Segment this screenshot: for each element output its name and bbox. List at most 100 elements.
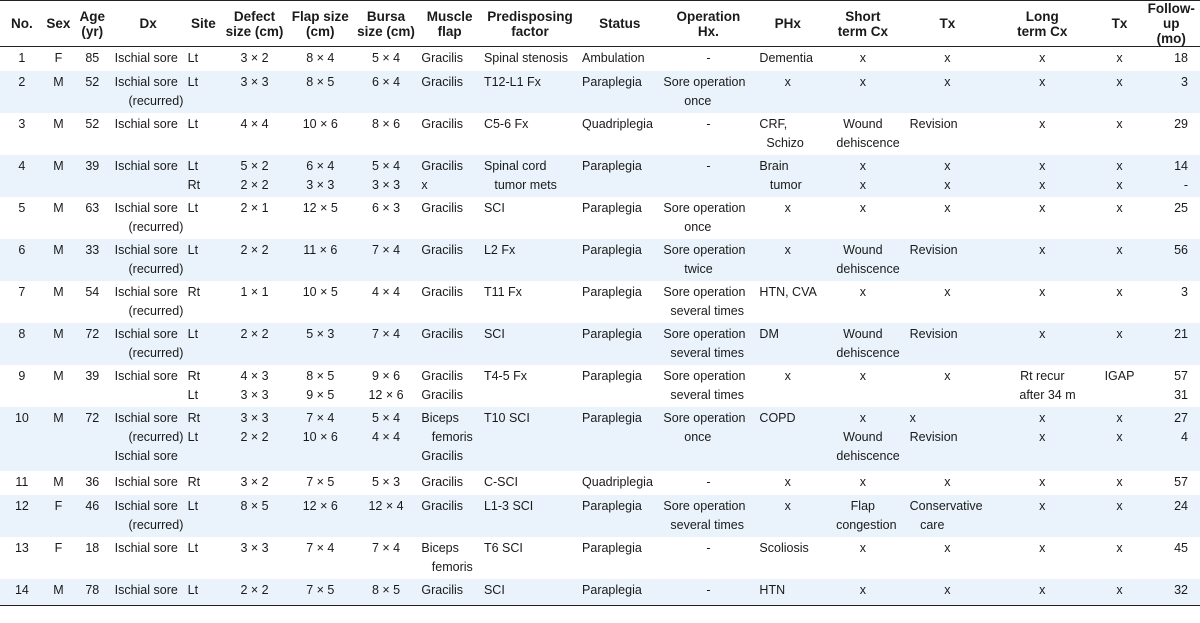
cell-status: Paraplegia xyxy=(579,364,661,407)
cell-site: Rt Lt xyxy=(184,364,223,407)
cell-opHx: - xyxy=(660,470,757,495)
cell-followup: 57 31 xyxy=(1142,364,1200,407)
cell-phx: Brain tumor xyxy=(756,154,820,197)
cell-age: 52 xyxy=(73,70,112,113)
cell-flap: 7 × 4 xyxy=(286,536,354,579)
column-header-factor: Predisposing factor xyxy=(480,0,580,47)
cell-muscle: Gracilis Gracilis xyxy=(418,364,481,407)
cell-factor: SCI xyxy=(480,196,580,239)
cell-shortCx: x xyxy=(819,196,907,239)
cell-phx: Dementia xyxy=(756,46,820,71)
cell-shortCx: x x xyxy=(819,154,907,197)
cell-bursa: 12 × 4 xyxy=(353,494,419,537)
cell-tx1: x x xyxy=(906,154,989,197)
cell-site: Lt xyxy=(184,578,223,606)
cell-longCx: x xyxy=(988,70,1097,113)
cell-tx1: x xyxy=(906,196,989,239)
cell-longCx: x xyxy=(988,578,1097,606)
cell-status: Paraplegia xyxy=(579,70,661,113)
cell-sex: F xyxy=(43,46,74,71)
cell-status: Paraplegia xyxy=(579,322,661,365)
cell-sex: F xyxy=(43,494,74,537)
cell-tx2: x xyxy=(1096,494,1143,537)
cell-phx: x xyxy=(756,364,820,407)
cell-status: Quadriplegia xyxy=(579,470,661,495)
column-header-defect: Defect size (cm) xyxy=(222,0,287,47)
cell-shortCx: x xyxy=(819,364,907,407)
column-header-age: Age (yr) xyxy=(73,0,112,47)
cell-opHx: - xyxy=(660,46,757,71)
column-header-tx2: Tx xyxy=(1096,0,1143,47)
table-row: 5 M 63 Ischial sore (recurred) Lt 2 × 1 12 × 5… xyxy=(0,196,1200,239)
cell-longCx: x xyxy=(988,238,1097,281)
cell-status: Paraplegia xyxy=(579,494,661,537)
cell-tx1: x xyxy=(906,470,989,495)
cell-followup: 3 xyxy=(1142,70,1200,113)
cell-sex: M xyxy=(43,470,74,495)
cell-tx2: x x xyxy=(1096,406,1143,471)
cell-longCx: x xyxy=(988,112,1097,155)
cell-site: Lt xyxy=(184,238,223,281)
table-row: 12 F 46 Ischial sore (recurred) Lt 8 × 5 12 × … xyxy=(0,494,1200,537)
cell-phx: HTN, CVA xyxy=(756,280,820,323)
patient-data-table: No. Sex Age (yr) Dx Site Defect size (cm) Flap… xyxy=(0,0,1200,606)
column-header-tx1: Tx xyxy=(906,0,989,47)
cell-muscle: Gracilis xyxy=(418,70,481,113)
cell-factor: C5-6 Fx xyxy=(480,112,580,155)
cell-flap: 12 × 6 xyxy=(286,494,354,537)
cell-tx1: x Revision xyxy=(906,406,989,471)
cell-longCx: x xyxy=(988,46,1097,71)
cell-no: 6 xyxy=(0,238,44,281)
cell-followup: 57 xyxy=(1142,470,1200,495)
cell-age: 72 xyxy=(73,406,112,471)
cell-status: Paraplegia xyxy=(579,238,661,281)
cell-sex: M xyxy=(43,196,74,239)
table-row: 6 M 33 Ischial sore (recurred) Lt 2 × 2 11 × 6… xyxy=(0,238,1200,281)
cell-age: 33 xyxy=(73,238,112,281)
cell-flap: 7 × 4 10 × 6 xyxy=(286,406,354,471)
cell-bursa: 8 × 5 xyxy=(353,578,419,606)
cell-no: 5 xyxy=(0,196,44,239)
cell-phx: HTN xyxy=(756,578,820,606)
cell-factor: L1-3 SCI xyxy=(480,494,580,537)
cell-status: Paraplegia xyxy=(579,406,661,471)
cell-dx: Ischial sore (recurred) xyxy=(111,494,185,537)
cell-flap: 8 × 5 9 × 5 xyxy=(286,364,354,407)
cell-tx2: x xyxy=(1096,280,1143,323)
cell-defect: 2 × 1 xyxy=(222,196,287,239)
cell-bursa: 4 × 4 xyxy=(353,280,419,323)
cell-tx2: x xyxy=(1096,46,1143,71)
cell-phx: x xyxy=(756,494,820,537)
cell-factor: SCI xyxy=(480,322,580,365)
cell-opHx: Sore operation several times xyxy=(660,322,757,365)
column-header-muscle: Muscle flap xyxy=(418,0,481,47)
cell-sex: M xyxy=(43,280,74,323)
cell-bursa: 9 × 6 12 × 6 xyxy=(353,364,419,407)
table-row: 7 M 54 Ischial sore (recurred) Rt 1 × 1 10 × 5… xyxy=(0,280,1200,323)
cell-muscle: Gracilis xyxy=(418,322,481,365)
column-header-dx: Dx xyxy=(111,0,185,47)
cell-flap: 5 × 3 xyxy=(286,322,354,365)
cell-site: Lt xyxy=(184,322,223,365)
cell-followup: 32 xyxy=(1142,578,1200,606)
cell-defect: 2 × 2 xyxy=(222,322,287,365)
cell-shortCx: x xyxy=(819,70,907,113)
cell-muscle: Gracilis xyxy=(418,280,481,323)
cell-opHx: - xyxy=(660,112,757,155)
cell-site: Lt xyxy=(184,70,223,113)
cell-dx: Ischial sore (recurred) xyxy=(111,322,185,365)
cell-shortCx: x Wound dehiscence xyxy=(819,406,907,471)
cell-muscle: Gracilis xyxy=(418,196,481,239)
cell-muscle: Gracilis x xyxy=(418,154,481,197)
cell-factor: T10 SCI xyxy=(480,406,580,471)
cell-followup: 45 xyxy=(1142,536,1200,579)
column-header-followup: Follow-up (mo) xyxy=(1142,0,1200,47)
cell-no: 1 xyxy=(0,46,44,71)
cell-site: Lt xyxy=(184,112,223,155)
